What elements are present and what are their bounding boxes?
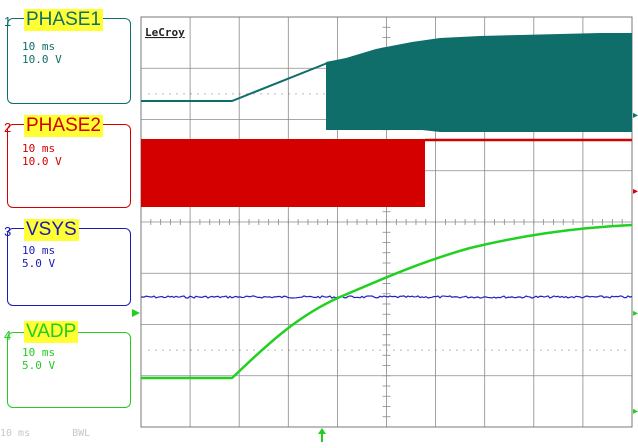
ch1-level-marker-icon[interactable]: ▸	[633, 110, 638, 121]
phase2-trace-switching	[141, 139, 425, 207]
channel-2-number: 2	[4, 120, 12, 135]
vadp-trace	[141, 223, 632, 380]
channel-1-number: 1	[4, 14, 12, 29]
channel-2-timebase: 10 ms	[22, 142, 56, 155]
vsys-trace	[141, 295, 632, 299]
trigger-level-marker-icon[interactable]	[132, 309, 140, 317]
channel-4-number: 4	[4, 328, 12, 343]
channel-1-label: PHASE1	[24, 9, 103, 31]
channel-3-volts: 5.0 V	[22, 257, 56, 270]
channel-1-volts: 10.0 V	[22, 53, 62, 66]
trigger-position-arrow-icon[interactable]	[318, 428, 326, 442]
channel-4-volts: 5.0 V	[22, 359, 56, 372]
bottom-status-bar: 10 ms BWL	[0, 428, 126, 439]
channel-3-number: 3	[4, 224, 12, 239]
status-bwl: BWL	[72, 428, 91, 439]
channel-3-label: VSYS	[24, 219, 79, 241]
scope-brand-logo: LeCroy	[145, 26, 185, 39]
channel-3-timebase: 10 ms	[22, 244, 56, 257]
channel-2-label: PHASE2	[24, 115, 103, 137]
ch4-offset-marker-icon[interactable]: ▸	[633, 406, 638, 417]
ch2-level-marker-icon[interactable]: ▸	[633, 186, 638, 197]
channel-4-label: VADP	[24, 321, 79, 343]
ch4-level-marker-icon[interactable]: ▸	[633, 308, 638, 319]
status-timebase: 10 ms	[0, 428, 31, 439]
phase1-trace-ramp	[141, 61, 331, 102]
phase1-trace-switching	[326, 33, 632, 132]
channel-1-timebase: 10 ms	[22, 40, 56, 53]
channel-4-timebase: 10 ms	[22, 346, 56, 359]
channel-2-volts: 10.0 V	[22, 155, 62, 168]
